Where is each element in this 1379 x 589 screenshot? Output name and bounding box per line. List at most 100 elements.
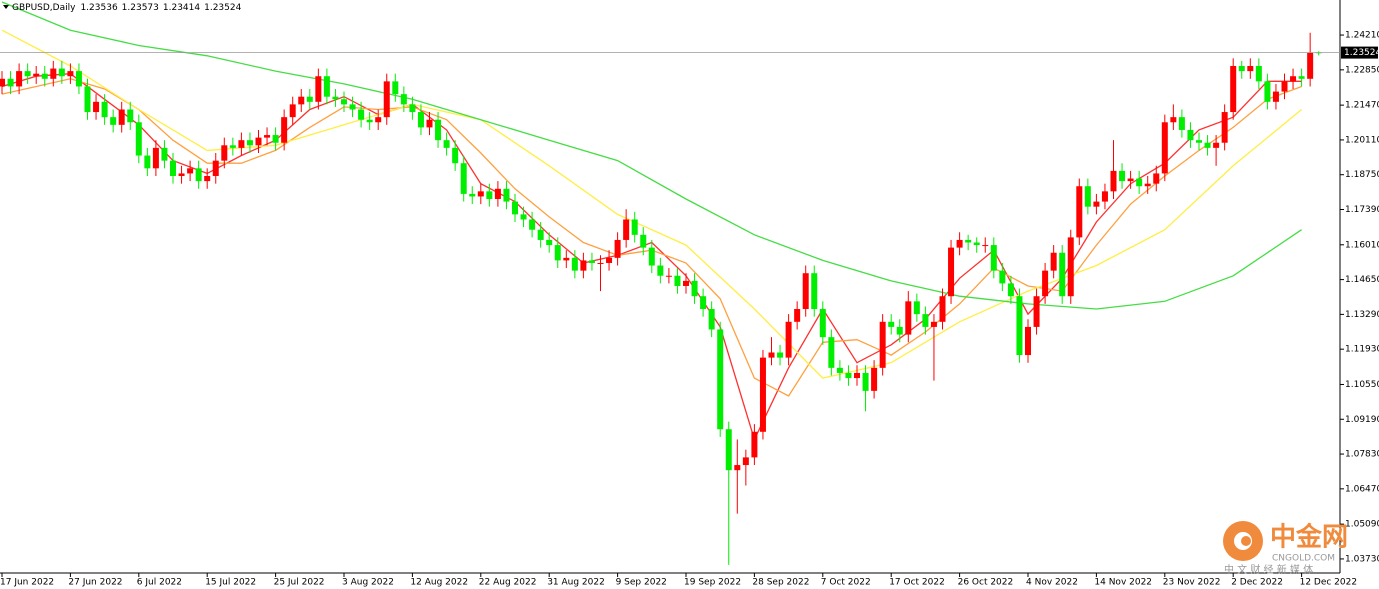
y-tick-label: 1.03730 [1345, 554, 1379, 564]
candle-body [520, 214, 527, 220]
candle-body [392, 81, 399, 95]
candle-body [1290, 76, 1297, 82]
candle-body [990, 245, 997, 271]
candle-body [1007, 283, 1014, 297]
candle-body [1170, 117, 1177, 123]
candle-body [691, 280, 698, 297]
candle-body [862, 372, 869, 391]
candle-body [1136, 178, 1143, 187]
candle-body [195, 168, 202, 182]
y-tick-label: 1.13290 [1345, 310, 1379, 320]
candle-body [1084, 186, 1091, 207]
y-tick-label: 1.05090 [1345, 520, 1379, 530]
candle-body [614, 239, 621, 258]
candle-body [426, 119, 433, 128]
candle-body [836, 367, 843, 373]
open-value: 1.23536 [80, 3, 117, 13]
candle-body [648, 247, 655, 266]
candle-body [546, 239, 553, 246]
candle-body [255, 137, 262, 146]
y-tick-label: 1.14650 [1345, 275, 1379, 285]
candle-body [460, 163, 467, 194]
candle-body [323, 76, 330, 97]
candle-body [725, 429, 732, 471]
candle-body [794, 309, 801, 322]
x-tick-label: 19 Sep 2022 [684, 578, 741, 588]
close-value: 1.23524 [204, 3, 241, 13]
x-tick-label: 26 Oct 2022 [958, 578, 1014, 588]
x-tick-label: 17 Jun 2022 [0, 578, 54, 588]
candle-body [879, 321, 886, 368]
candle-body [871, 367, 878, 391]
candle-body [777, 352, 784, 358]
x-tick-label: 4 Nov 2022 [1026, 578, 1078, 588]
candle-body [272, 135, 279, 143]
watermark-domain: CNGOLD.COM [1272, 554, 1335, 564]
candle-body [264, 135, 271, 138]
candle-body [170, 160, 176, 176]
watermark: 中金网 CNGOLD.COM 中 文 财 经 新 媒 体 [1223, 521, 1348, 576]
candle-body [118, 109, 125, 125]
y-tick-label: 1.06470 [1345, 484, 1379, 494]
low-value: 1.23414 [163, 3, 200, 13]
candle-body [785, 321, 792, 358]
x-tick-label: 12 Aug 2022 [410, 578, 468, 588]
candle-body [187, 168, 194, 174]
candle-body [67, 71, 74, 77]
candle-body [965, 239, 972, 243]
candle-body [588, 260, 595, 263]
x-tick-label: 9 Sep 2022 [616, 578, 667, 588]
y-tick-label: 1.18750 [1345, 170, 1379, 180]
candle-body [417, 112, 424, 128]
y-tick-label: 1.17390 [1345, 205, 1379, 215]
candle-body [1213, 142, 1220, 148]
candle-body [281, 117, 288, 143]
candle-body [623, 219, 630, 240]
candle-body [1127, 178, 1134, 182]
candle-body [905, 301, 912, 335]
candle-body [161, 147, 168, 161]
candle-body [1076, 186, 1083, 238]
candle-body [674, 275, 681, 286]
y-tick-label: 1.20110 [1345, 135, 1379, 145]
candle-body [1033, 296, 1040, 327]
y-tick-label: 1.11930 [1345, 345, 1379, 355]
candle-body [306, 96, 313, 102]
candle-body [717, 329, 724, 430]
candle-body [973, 242, 980, 246]
candle-body [1264, 81, 1271, 102]
candle-body [1281, 81, 1288, 92]
candle-body [742, 457, 749, 466]
candle-body [1110, 170, 1117, 192]
candle-body [41, 73, 48, 79]
candle-body [477, 191, 484, 197]
header: GBPUSD,Daily 1.23536 1.23573 1.23414 1.23524 [3, 3, 242, 13]
candle-body [1153, 173, 1160, 184]
candle-body [922, 314, 929, 327]
candle-body [1101, 191, 1108, 202]
candle-body [734, 465, 741, 471]
x-tick-label: 15 Jul 2022 [205, 578, 256, 588]
candle-body [50, 68, 57, 79]
candle-body [1298, 76, 1305, 79]
candle-body [84, 86, 91, 113]
candle-body [930, 321, 937, 327]
watermark-tagline: 中 文 财 经 新 媒 体 [1224, 563, 1313, 576]
y-tick-label: 1.16010 [1345, 240, 1379, 250]
candle-body [101, 101, 108, 118]
candle-body [1307, 52, 1314, 79]
candle-body [494, 188, 501, 200]
candle-body [178, 173, 185, 176]
candle-body [580, 260, 587, 271]
candle-body [33, 73, 40, 77]
candle-body [7, 78, 14, 87]
candle-body [811, 273, 818, 310]
x-tick-label: 25 Jul 2022 [274, 578, 325, 588]
candle-body [708, 309, 715, 330]
x-tick-label: 17 Oct 2022 [889, 578, 945, 588]
candle-body [896, 326, 903, 335]
candle-body [409, 104, 416, 113]
x-tick-label: 12 Dec 2022 [1300, 578, 1358, 588]
moving-average [1, 1, 1302, 310]
